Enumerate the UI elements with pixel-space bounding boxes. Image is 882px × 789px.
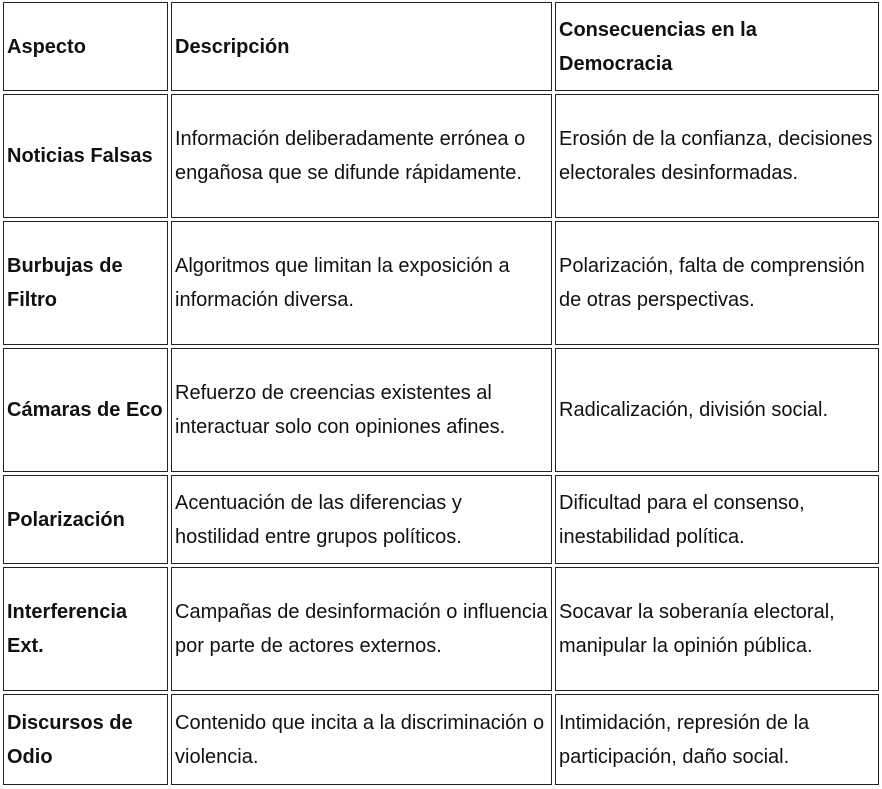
row-description: Información deliberadamente errónea o en… bbox=[171, 94, 552, 218]
row-description: Acentuación de las diferencias y hostili… bbox=[171, 475, 552, 564]
row-aspect: Noticias Falsas bbox=[3, 94, 168, 218]
row-aspect: Cámaras de Eco bbox=[3, 348, 168, 472]
row-aspect: Interferencia Ext. bbox=[3, 567, 168, 691]
row-description: Algoritmos que limitan la exposición a i… bbox=[171, 221, 552, 345]
row-consequence: Radicalización, división social. bbox=[555, 348, 879, 472]
row-consequence: Intimidación, represión de la participac… bbox=[555, 694, 879, 785]
row-aspect: Polarización bbox=[3, 475, 168, 564]
row-aspect: Discursos de Odio bbox=[3, 694, 168, 785]
table: Aspecto Descripción Consecuencias en la … bbox=[3, 2, 879, 785]
header-descripcion: Descripción bbox=[171, 2, 552, 91]
row-consequence: Erosión de la confianza, decisiones elec… bbox=[555, 94, 879, 218]
row-description: Contenido que incita a la discriminación… bbox=[171, 694, 552, 785]
row-consequence: Dificultad para el consenso, inestabilid… bbox=[555, 475, 879, 564]
row-aspect: Burbujas de Filtro bbox=[3, 221, 168, 345]
row-consequence: Socavar la soberanía electoral, manipula… bbox=[555, 567, 879, 691]
header-consecuencias: Consecuencias en la Democracia bbox=[555, 2, 879, 91]
row-description: Refuerzo de creencias existentes al inte… bbox=[171, 348, 552, 472]
row-description: Campañas de desinformación o influencia … bbox=[171, 567, 552, 691]
row-consequence: Polarización, falta de comprensión de ot… bbox=[555, 221, 879, 345]
header-aspecto: Aspecto bbox=[3, 2, 168, 91]
